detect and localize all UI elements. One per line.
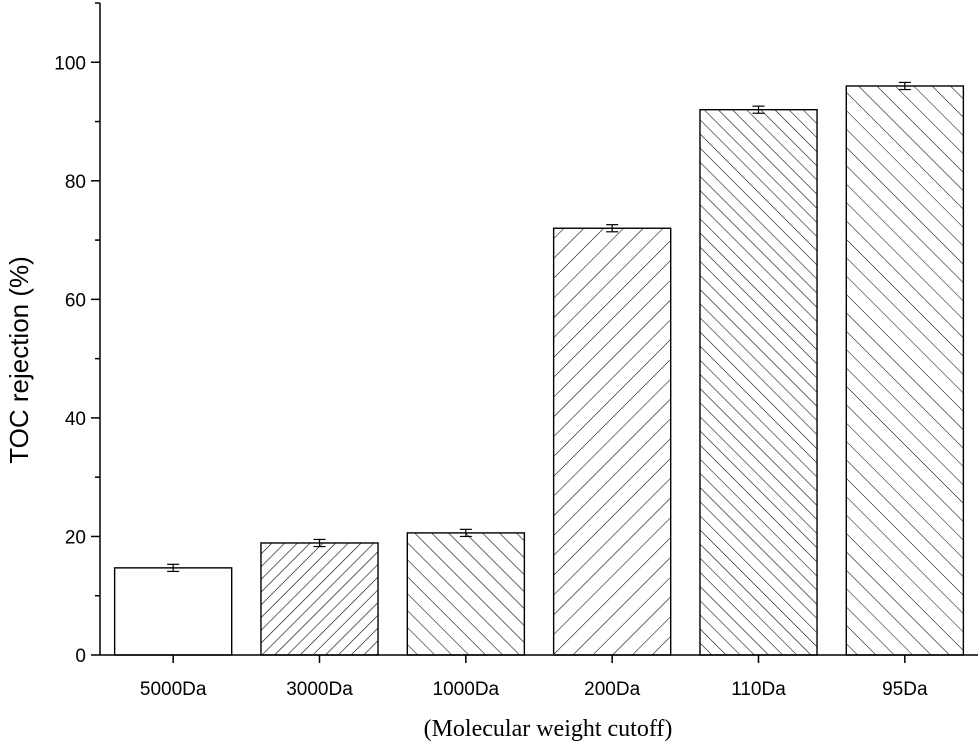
x-tick-label: 110Da bbox=[731, 679, 786, 700]
error-bar-3000da bbox=[313, 538, 326, 548]
bar-5000da bbox=[113, 567, 233, 656]
x-tick-label: 1000Da bbox=[433, 679, 500, 700]
y-tick-label: 100 bbox=[54, 53, 86, 74]
error-bar-95da bbox=[898, 81, 911, 91]
y-tick-label: 80 bbox=[65, 172, 86, 193]
y-tick-label: 40 bbox=[65, 409, 86, 430]
error-bar-200da bbox=[606, 224, 619, 233]
error-bar-5000da bbox=[167, 563, 180, 573]
x-tick-label: 3000Da bbox=[286, 679, 353, 700]
bar-200da bbox=[552, 227, 672, 656]
x-tick-label: 5000Da bbox=[140, 679, 207, 700]
bar-3000da bbox=[260, 542, 379, 656]
x-tick-label: 95Da bbox=[882, 679, 928, 700]
bar-95da bbox=[845, 85, 965, 656]
bar-110da bbox=[699, 108, 818, 656]
error-bar-110da bbox=[752, 105, 765, 114]
y-axis-label: TOC rejection (%) bbox=[4, 256, 34, 464]
x-axis-label: (Molecular weight cutoff) bbox=[424, 716, 673, 742]
y-tick-label: 0 bbox=[75, 646, 86, 667]
y-tick-label: 60 bbox=[65, 290, 86, 311]
y-tick-label: 20 bbox=[65, 527, 86, 548]
bar-1000da bbox=[406, 532, 526, 656]
error-bar-1000da bbox=[459, 528, 472, 538]
x-tick-label: 200Da bbox=[584, 679, 640, 700]
